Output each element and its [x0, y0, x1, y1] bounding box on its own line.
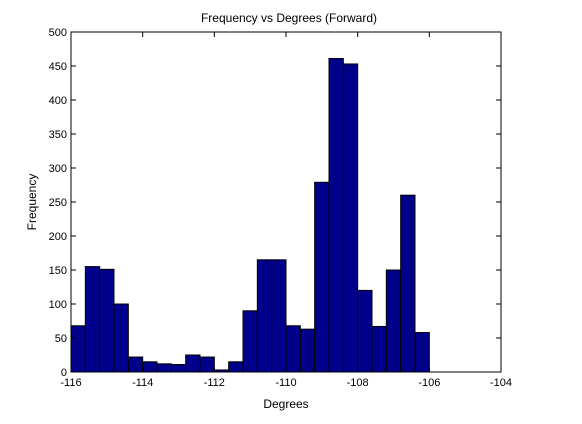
chart-title: Frequency vs Degrees (Forward): [201, 11, 377, 25]
y-tick-label: 300: [49, 163, 67, 175]
x-axis-ticks: -116 -114 -112 -110 -108 -106 -104: [60, 32, 512, 389]
histogram-bar: [113, 303, 129, 373]
histogram-bar: [328, 58, 344, 373]
histogram-bar: [228, 361, 244, 373]
histogram-bar: [299, 328, 316, 373]
histogram-bar: [256, 259, 273, 373]
histogram-bar: [84, 266, 101, 373]
histogram-bar: [357, 289, 373, 373]
histogram-bar: [99, 268, 115, 373]
y-tick-label: 0: [61, 367, 67, 379]
y-tick-label: 450: [49, 61, 67, 73]
histogram-bar: [156, 363, 172, 373]
x-tick-label: -116: [60, 377, 81, 389]
x-tick-label: -112: [204, 377, 225, 389]
y-tick-label: 500: [49, 27, 67, 39]
histogram-bar: [371, 325, 387, 373]
y-tick-label: 150: [49, 265, 67, 277]
histogram-bar: [142, 361, 158, 373]
histogram-bar: [342, 63, 359, 373]
x-tick-label: -114: [132, 377, 153, 389]
y-tick-label: 350: [49, 129, 67, 141]
histogram-bar: [285, 325, 301, 373]
x-tick-label: -110: [275, 377, 296, 389]
y-tick-label: 100: [49, 299, 67, 311]
x-tick-label: -108: [347, 377, 369, 389]
histogram-bar: [127, 356, 144, 373]
histogram-bar: [242, 310, 258, 373]
y-tick-label: 400: [49, 95, 67, 107]
histogram-bar: [199, 356, 215, 373]
y-tick-label: 200: [49, 231, 67, 243]
bars-group: [70, 58, 430, 373]
y-axis-label: Frequency: [25, 174, 39, 231]
y-axis-ticks: 0 50 100 150 200 250 300 350 400 450 500: [49, 27, 501, 379]
histogram-bar: [271, 259, 287, 373]
histogram-bar: [385, 269, 402, 373]
x-tick-label: -104: [490, 377, 512, 389]
histogram-bar: [170, 364, 187, 373]
histogram-bar: [185, 354, 201, 373]
x-axis-label: Degrees: [263, 397, 308, 411]
y-tick-label: 50: [55, 333, 67, 345]
histogram-bar: [400, 194, 416, 373]
histogram-bar: [314, 181, 330, 373]
y-tick-label: 250: [49, 197, 67, 209]
histogram-bar: [70, 325, 86, 373]
histogram-bar: [414, 332, 430, 373]
x-tick-label: -106: [418, 377, 440, 389]
